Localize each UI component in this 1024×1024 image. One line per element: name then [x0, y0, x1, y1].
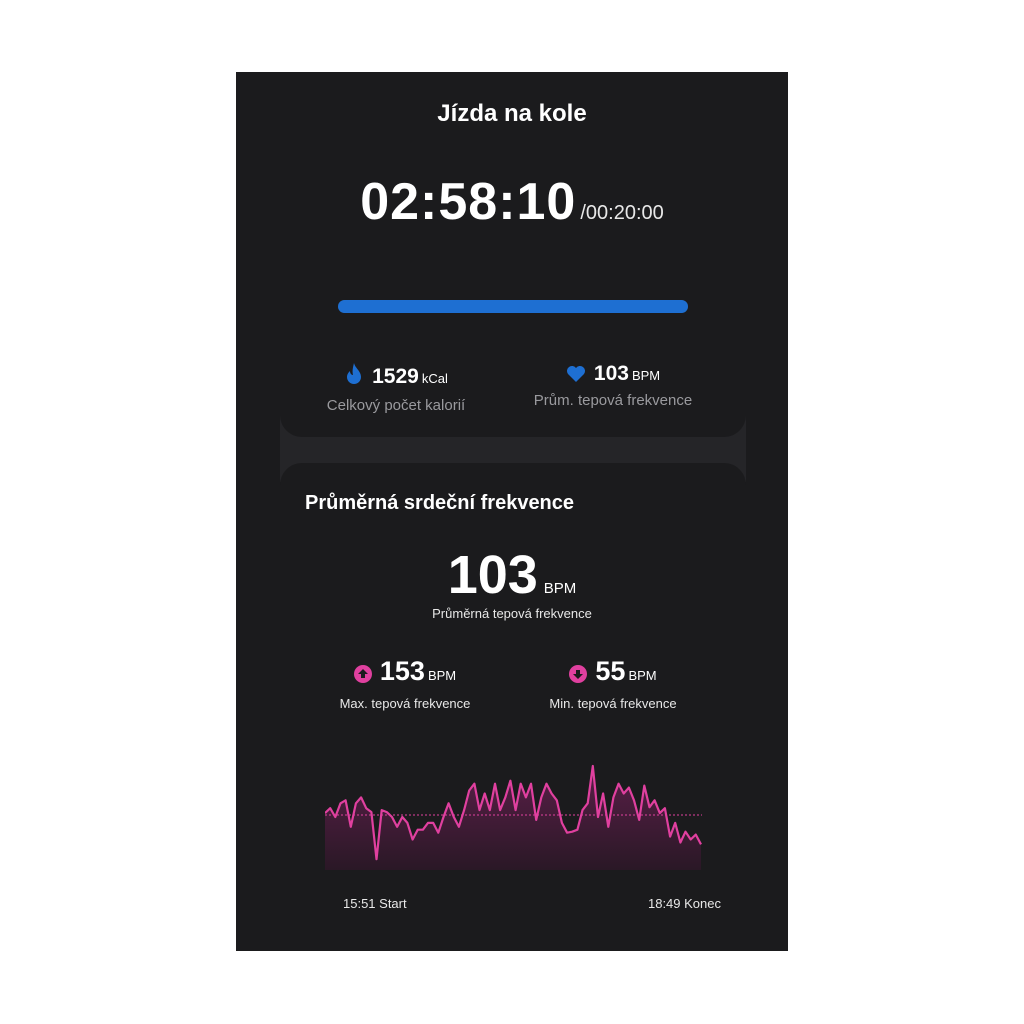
- avg-hr-label: Prům. tepová frekvence: [533, 392, 693, 409]
- max-hr: 153 BPM Max. tepová frekvence: [320, 656, 490, 711]
- flame-icon: [344, 362, 364, 391]
- min-hr-unit: BPM: [628, 668, 657, 683]
- avg-hr-value: 103: [593, 362, 629, 385]
- max-hr-label: Max. tepová frekvence: [339, 696, 471, 711]
- chart-end-label: 18:49 Konec: [647, 896, 721, 911]
- progress-fill: [338, 300, 688, 313]
- progress-bar: [338, 300, 688, 313]
- avg-hr-stat: 103 BPM Prům. tepová frekvence: [528, 362, 698, 409]
- min-hr-value: 55: [595, 656, 626, 686]
- max-hr-value: 153: [379, 656, 425, 686]
- workout-summary-panel: Jízda na kole 02:58:10/00:20:00 1529 kCal…: [236, 72, 788, 951]
- average-hr: 103 BPM Průměrná tepová frekvence: [236, 544, 788, 621]
- chart-start-label: 15:51 Start: [343, 896, 407, 911]
- calories-unit: kCal: [421, 371, 448, 386]
- heart-rate-area: [325, 766, 701, 870]
- heart-icon: [566, 365, 586, 388]
- max-hr-unit: BPM: [427, 668, 457, 683]
- calories-stat: 1529 kCal Celkový počet kalorií: [296, 362, 496, 414]
- calories-label: Celkový počet kalorií: [326, 397, 466, 414]
- calories-value: 1529: [372, 365, 419, 388]
- timer: 02:58:10/00:20:00: [236, 172, 788, 232]
- workout-title: Jízda na kole: [437, 100, 587, 127]
- heart-rate-title: Průměrná srdeční frekvence: [305, 492, 575, 514]
- arrow-up-circle-icon: [353, 665, 372, 688]
- min-hr: 55 BPM Min. tepová frekvence: [528, 656, 698, 711]
- average-hr-value: 103: [447, 545, 538, 605]
- heart-rate-line: [325, 764, 702, 861]
- arrow-down-circle-icon: [569, 665, 588, 688]
- min-hr-label: Min. tepová frekvence: [549, 696, 677, 711]
- elapsed-time: 02:58:10: [360, 173, 577, 231]
- goal-time: /00:20:00: [580, 202, 664, 224]
- heart-rate-chart: [325, 764, 702, 870]
- avg-hr-unit: BPM: [631, 368, 661, 383]
- average-hr-label: Průměrná tepová frekvence: [432, 606, 592, 621]
- average-hr-unit: BPM: [543, 580, 577, 597]
